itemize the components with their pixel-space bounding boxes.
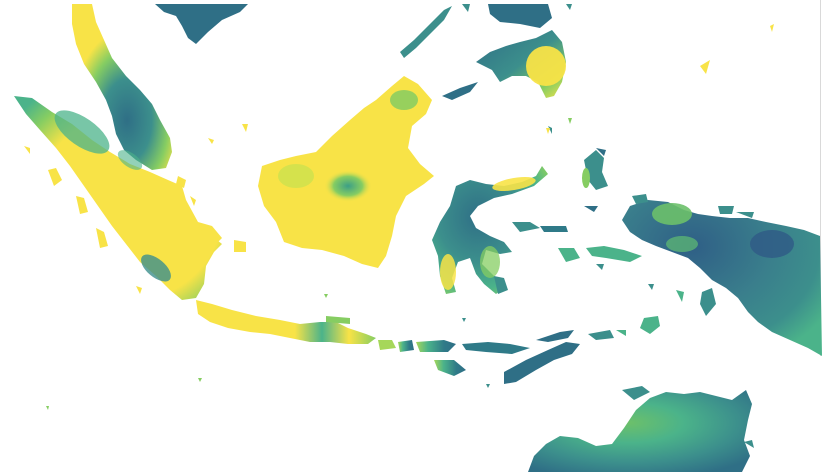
island-small-west	[24, 146, 30, 154]
island-wetar	[588, 330, 614, 340]
landmass-java	[196, 300, 376, 344]
island-visayas	[488, 4, 552, 28]
island-morotai	[596, 148, 606, 156]
island-bangka	[198, 222, 222, 246]
island-halmahera	[584, 150, 608, 190]
islet-misc-6	[198, 378, 202, 382]
island-obi	[584, 206, 598, 212]
island-yapen	[736, 212, 754, 218]
terrain-sulawesi-southeast	[480, 246, 500, 278]
island-timor	[504, 342, 580, 384]
island-siberut	[76, 196, 88, 214]
island-belitung	[234, 240, 246, 252]
island-seram	[586, 246, 642, 262]
islet-misc-5	[486, 384, 490, 388]
island-melville	[622, 386, 650, 400]
islet-natuna	[242, 124, 248, 132]
island-small-phil-2	[566, 4, 572, 10]
terrain-highland-borneo	[324, 170, 372, 202]
island-small-phil	[462, 4, 470, 12]
island-groote	[744, 440, 754, 448]
terrain-mindanao-highland	[526, 46, 566, 86]
island-banda-small	[648, 284, 654, 290]
terrain-sulawesi-north-arm	[492, 176, 536, 192]
landmass-new-guinea	[622, 200, 822, 356]
landmass-malay-peninsula	[72, 4, 172, 170]
landmass-indochina	[155, 4, 248, 44]
island-buru	[558, 248, 580, 262]
terrain-halmahera	[582, 168, 590, 188]
islet-christmas	[46, 406, 49, 410]
islet-misc-2	[546, 128, 550, 134]
terrain-highland-borneo-west	[278, 164, 314, 188]
terrain-highland-sumatra	[54, 110, 110, 154]
island-enggano	[136, 286, 142, 294]
island-babar	[616, 330, 626, 336]
terrain-highland-sumatra-south	[141, 254, 171, 282]
island-sula	[540, 226, 568, 232]
islet-misc-3	[568, 118, 572, 124]
island-aru	[700, 288, 716, 316]
island-sumbawa	[416, 340, 456, 352]
landmass-sulawesi	[432, 166, 548, 294]
island-riau	[176, 176, 186, 188]
island-buton	[494, 276, 508, 294]
island-biak	[718, 206, 734, 214]
island-small-phil-4	[770, 24, 774, 32]
island-small-phil-3	[700, 60, 710, 74]
island-ambon	[596, 264, 604, 270]
island-lingga	[190, 196, 196, 206]
island-alor	[536, 330, 574, 342]
terrain-papua-lowland	[666, 236, 698, 252]
island-tanimbar	[640, 316, 660, 334]
island-banggai	[512, 222, 540, 232]
island-flores	[462, 342, 530, 354]
landmass-northern-australia	[528, 390, 752, 472]
islet-misc-1	[324, 294, 328, 298]
terrain-bird-head	[652, 203, 692, 225]
island-palawan	[400, 6, 452, 58]
island-kei	[676, 290, 684, 302]
island-waigeo	[632, 194, 648, 204]
island-madura	[326, 316, 350, 324]
island-sulu	[442, 82, 478, 100]
landmass-sumatra	[14, 96, 222, 300]
terrain-sulawesi-south	[440, 254, 456, 290]
terrain-papua-highland	[750, 230, 794, 258]
terrain-highland-borneo-north	[390, 90, 418, 110]
island-bali	[378, 340, 396, 350]
island-nias	[48, 168, 62, 186]
islet-anambas	[208, 138, 214, 144]
island-mentawai	[96, 228, 108, 248]
map-frame-edge	[820, 0, 821, 356]
terrain-highland-sumatra-mid	[117, 150, 143, 170]
island-sumba	[434, 360, 466, 376]
islet-misc-4	[462, 318, 466, 322]
island-lombok	[398, 340, 414, 352]
